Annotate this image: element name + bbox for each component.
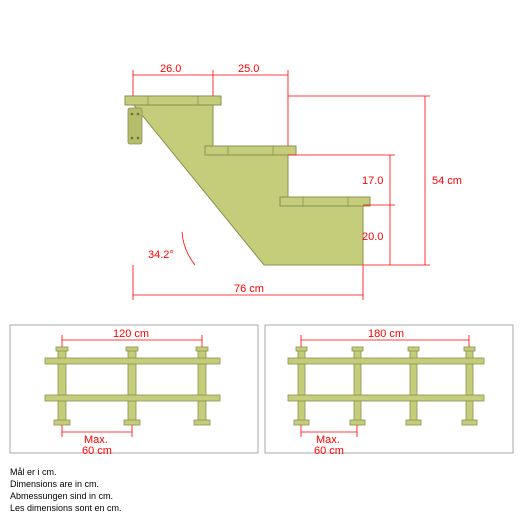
dim-120-width: 120 cm	[113, 328, 149, 340]
panel-120: 120 cm Max. 60 cm	[10, 325, 258, 457]
footer-line1: Mål er i cm.	[10, 467, 57, 477]
stair-side-view	[125, 96, 370, 265]
dim-top-left: 26.0	[160, 63, 181, 75]
dim-width-total: 76 cm	[234, 283, 264, 295]
footer-line3: Abmessungen sind in cm.	[10, 491, 113, 501]
dim-top-right: 25.0	[238, 63, 259, 75]
dim-riser-mid: 17.0	[362, 175, 383, 187]
dim-120-max2: 60 cm	[82, 445, 112, 457]
footer-notes: Mål er i cm. Dimensions are in cm. Abmes…	[10, 467, 122, 513]
technical-diagram: 26.0 25.0 54 cm 17.0 20.0 34.2° 76 cm	[0, 0, 523, 523]
dim-angle: 34.2°	[148, 249, 174, 261]
panel-180: 180 cm Max. 60 cm	[265, 325, 513, 457]
dim-riser-bottom: 20.0	[362, 231, 383, 243]
dim-180-max2: 60 cm	[314, 445, 344, 457]
dim-height-total: 54 cm	[432, 175, 462, 187]
dim-180-width: 180 cm	[368, 328, 404, 340]
footer-line2: Dimensions are in cm.	[10, 479, 99, 489]
footer-line4: Les dimensions sont en cm.	[10, 503, 122, 513]
